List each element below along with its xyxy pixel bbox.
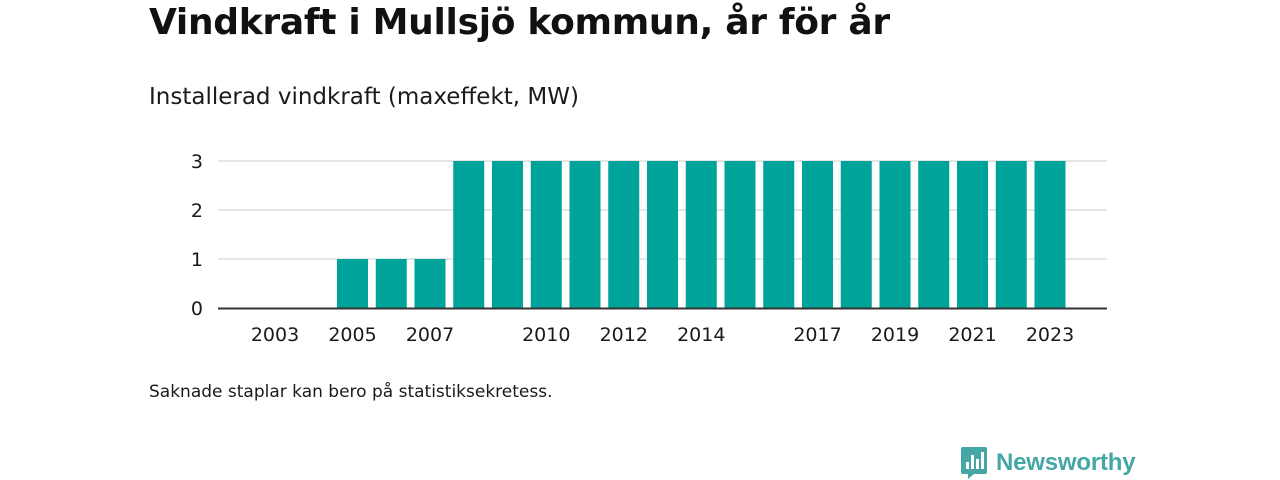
x-tick-label: 2021 (948, 324, 996, 346)
bar-2023 (1034, 161, 1066, 308)
x-tick-labels: 2003 2005 2007 2010 2012 2014 2017 2019 2021 2023 (251, 324, 1074, 346)
bar-2016 (763, 161, 795, 308)
y-tick-labels: 0 1 2 3 (191, 151, 203, 320)
y-tick-label: 3 (191, 151, 203, 173)
newsworthy-logo-icon (961, 447, 987, 479)
newsworthy-logo-text: Newsworthy (996, 449, 1136, 476)
x-tick-label: 2019 (871, 324, 919, 346)
bar-2008 (453, 161, 485, 308)
bar-layer (337, 161, 1066, 308)
bar-2013 (647, 161, 678, 308)
x-tick-label: 2005 (328, 324, 376, 346)
x-tick-label: 2003 (251, 324, 299, 346)
x-tick-label: 2010 (522, 324, 570, 346)
bar-2017 (802, 161, 833, 308)
bar-2009 (492, 161, 523, 308)
bar-2018 (840, 161, 872, 308)
bar-2007 (414, 259, 446, 308)
bar-chart: 0 1 2 3 2003 2005 2007 2010 2012 2014 2017 2019 202… (191, 151, 1107, 346)
bar-2005 (337, 259, 368, 308)
x-tick-label: 2017 (793, 324, 841, 346)
footnote: Saknade staplar kan bero på statistiksek… (149, 382, 553, 402)
bar-2015 (724, 161, 756, 308)
bar-2020 (918, 161, 950, 308)
newsworthy-logo[interactable]: Newsworthy (960, 446, 1136, 480)
y-tick-label: 1 (191, 249, 203, 271)
bar-2011 (569, 161, 601, 308)
bar-2014 (685, 161, 717, 308)
y-tick-label: 0 (191, 298, 203, 320)
x-tick-label: 2014 (677, 324, 725, 346)
bar-2019 (879, 161, 911, 308)
bar-2021 (957, 161, 988, 308)
bar-2012 (608, 161, 640, 308)
chart-title: Vindkraft i Mullsjö kommun, år för år (149, 2, 890, 43)
chart-subtitle: Installerad vindkraft (maxeffekt, MW) (149, 84, 579, 110)
y-tick-label: 2 (191, 200, 203, 222)
x-tick-label: 2023 (1026, 324, 1074, 346)
x-tick-label: 2007 (406, 324, 454, 346)
x-tick-label: 2012 (600, 324, 648, 346)
bar-2006 (375, 259, 407, 308)
bar-2022 (995, 161, 1027, 308)
bar-2010 (530, 161, 562, 308)
